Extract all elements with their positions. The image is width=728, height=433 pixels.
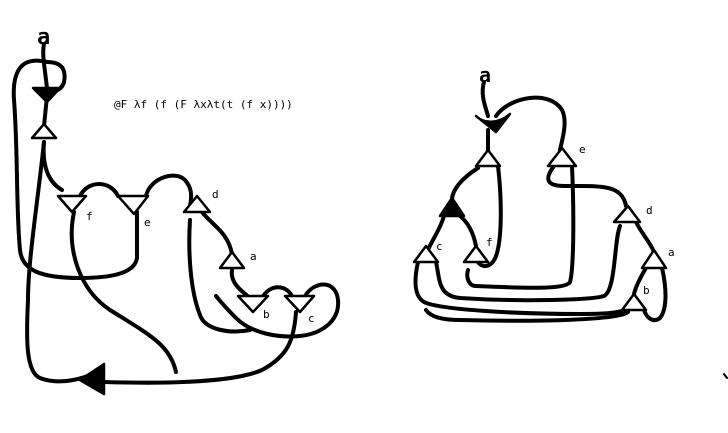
right-node-apply-top [474, 148, 502, 168]
right-root-label: a [479, 63, 491, 87]
left-node-c [283, 294, 316, 314]
left-wire-c-loop [214, 282, 341, 339]
edge-mark [723, 373, 728, 379]
right-label-c: c [436, 240, 443, 253]
left-label-d: d [212, 188, 219, 201]
right-wire-filled-to-c [426, 214, 446, 252]
right-wire-d-to-a [634, 220, 656, 254]
left-node-a [218, 250, 246, 270]
right-node-root-filled [474, 112, 512, 134]
right-wire-e-down [465, 164, 576, 290]
right-node-c [412, 244, 440, 264]
left-wire-d-down [187, 218, 252, 334]
right-label-e: e [579, 143, 586, 156]
right-label-d: d [646, 204, 653, 217]
left-wire-outer-loop [11, 58, 139, 280]
left-wire-a-to-b [229, 268, 252, 300]
right-wire-e-to-d [546, 164, 628, 208]
right-label-f: f [486, 236, 493, 249]
right-label-b: b [643, 284, 650, 297]
left-node-apply-top [30, 122, 58, 140]
left-label-f: f [86, 210, 93, 223]
right-node-filled-mid [438, 196, 466, 218]
left-wire-c-down [102, 310, 298, 385]
left-wire-f-to-e [78, 182, 120, 198]
left-wire-root [41, 42, 49, 90]
left-label-e: e [144, 216, 151, 229]
right-wire-b-down [424, 308, 630, 323]
left-wire-e-to-d [144, 173, 194, 208]
left-label-c: c [308, 312, 315, 325]
right-node-e [546, 146, 578, 168]
left-wire-apply-to-f [41, 140, 64, 192]
right-wire-apply-left [450, 166, 480, 202]
right-node-d [612, 204, 642, 224]
right-label-a: a [668, 246, 675, 259]
left-node-e [116, 194, 150, 216]
left-node-f [56, 194, 88, 214]
right-wire-root [480, 80, 490, 118]
left-wire-d-to-a [200, 210, 234, 256]
left-graph: a f e d a b c [11, 25, 341, 396]
right-graph: a e d c f a b [412, 63, 675, 323]
left-node-b [236, 294, 270, 314]
left-root-label: a [37, 25, 50, 50]
left-wire-f-down [69, 210, 178, 374]
right-wire-top-loop [494, 95, 567, 152]
left-label-b: b [263, 308, 270, 321]
right-wire-apply-right [474, 164, 503, 268]
left-node-d [182, 194, 212, 214]
left-label-a: a [250, 250, 257, 263]
left-node-root-filled [31, 86, 62, 104]
right-wire-a-to-b [632, 266, 648, 296]
right-wire-c-down [413, 260, 634, 316]
right-node-a [640, 248, 668, 270]
lambda-formula: @F λf (f (F λxλt(t (f x)))) [114, 98, 293, 111]
right-wire-a-right [642, 266, 668, 323]
right-node-f [462, 244, 490, 264]
right-node-b [620, 292, 648, 312]
left-node-bottom-filled [78, 362, 106, 396]
left-wire-f-left [25, 140, 98, 384]
right-wire-filled-to-f [458, 214, 478, 248]
right-wire-c-inner [434, 224, 622, 303]
